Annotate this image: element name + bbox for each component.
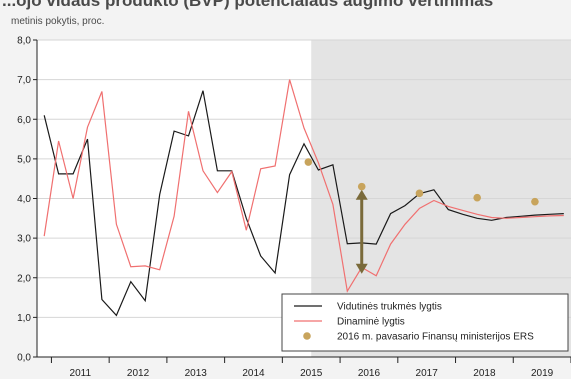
y-tick-label: 3,0 bbox=[17, 234, 31, 245]
series-line-2 bbox=[43, 79, 564, 293]
data-point bbox=[415, 189, 424, 198]
x-tick-label: 2013 bbox=[185, 368, 208, 379]
x-tick-label: 2019 bbox=[531, 368, 554, 379]
arrow-head-down bbox=[355, 263, 368, 274]
data-point bbox=[473, 193, 481, 202]
chart-subtitle: metinis pokytis, proc. bbox=[11, 16, 105, 27]
legend-box bbox=[281, 293, 569, 352]
series-line-1 bbox=[43, 90, 564, 317]
arrow-head-up bbox=[355, 189, 368, 200]
y-tick-label: 5,0 bbox=[17, 154, 31, 165]
x-tick-label: 2017 bbox=[416, 368, 439, 379]
chart-title: ...ojo vidaus produkto (BVP) potencialau… bbox=[2, 0, 494, 10]
x-tick-label: 2014 bbox=[242, 368, 265, 379]
x-tick-label: 2018 bbox=[473, 368, 496, 379]
legend-label: Vidutinės trukmės lygtis bbox=[337, 302, 442, 313]
y-tick-label: 6,0 bbox=[17, 115, 31, 126]
legend-label: Dinaminė lygtis bbox=[337, 317, 405, 328]
x-tick-label: 2015 bbox=[300, 368, 323, 379]
data-point bbox=[357, 182, 366, 191]
y-tick-label: 4,0 bbox=[17, 194, 31, 205]
x-tick-label: 2011 bbox=[70, 368, 92, 379]
y-tick-label: 8,0 bbox=[17, 36, 31, 47]
y-tick-label: 7,0 bbox=[17, 75, 31, 86]
x-tick-label: 2016 bbox=[358, 368, 381, 379]
y-tick-label: 0,0 bbox=[17, 353, 31, 364]
y-tick-label: 1,0 bbox=[17, 313, 31, 324]
data-point bbox=[304, 158, 313, 166]
legend-label: 2016 m. pavasario Finansų ministerijos E… bbox=[337, 332, 534, 343]
data-point bbox=[531, 197, 539, 206]
x-tick-label: 2012 bbox=[127, 368, 150, 379]
y-tick-label: 2,0 bbox=[17, 273, 31, 284]
legend-marker bbox=[303, 332, 311, 340]
